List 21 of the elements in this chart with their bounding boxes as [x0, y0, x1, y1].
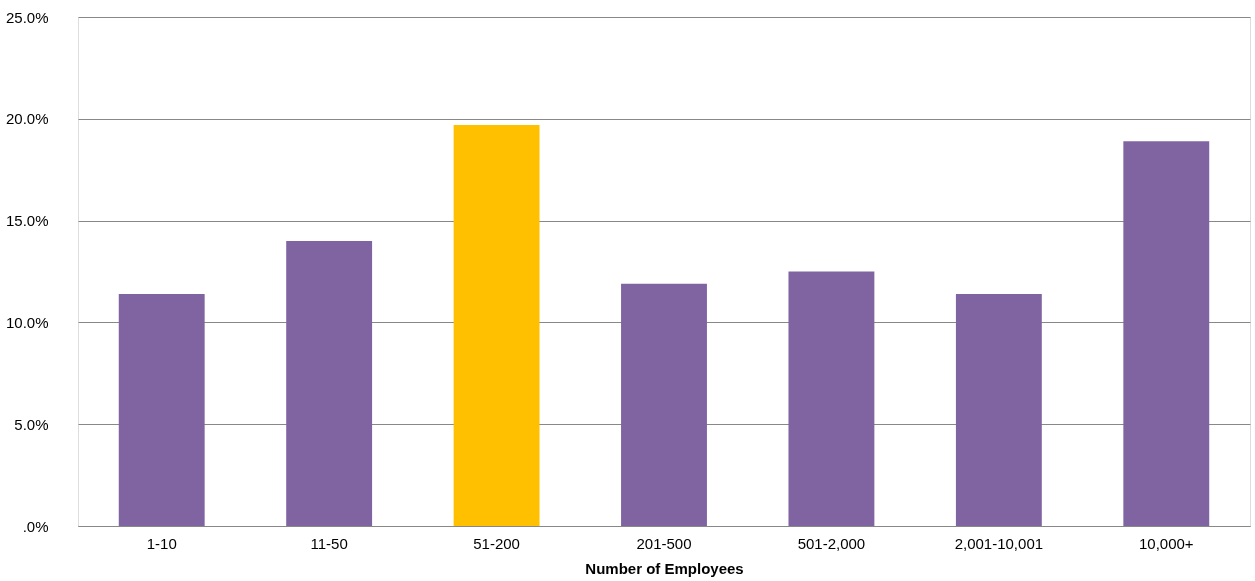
bar: [621, 283, 707, 526]
x-tick-label: 11-50: [310, 534, 348, 552]
bar: [453, 124, 540, 526]
x-tick-label: 1-10: [146, 534, 177, 552]
bar: [118, 293, 205, 526]
x-tick-label: 201-500: [636, 534, 692, 552]
bar: [955, 293, 1042, 526]
x-tick-label: 10,000+: [1138, 534, 1194, 552]
y-tick-label: 10.0%: [5, 313, 49, 331]
y-tick-label: 5.0%: [14, 415, 49, 433]
y-tick-label: 15.0%: [5, 212, 49, 230]
x-tick-label: 2,001-10,001: [954, 534, 1044, 552]
x-tick-label: 501-2,000: [797, 534, 866, 552]
bar: [788, 271, 875, 526]
bar: [1123, 141, 1210, 526]
x-tick-label: 51-200: [473, 534, 520, 552]
y-tick-label: 25.0%: [5, 8, 49, 26]
y-tick-label: .0%: [22, 517, 49, 535]
x-axis-title: Number of Employees: [585, 559, 744, 577]
y-tick-label: 20.0%: [5, 110, 49, 128]
bar: [286, 240, 373, 526]
